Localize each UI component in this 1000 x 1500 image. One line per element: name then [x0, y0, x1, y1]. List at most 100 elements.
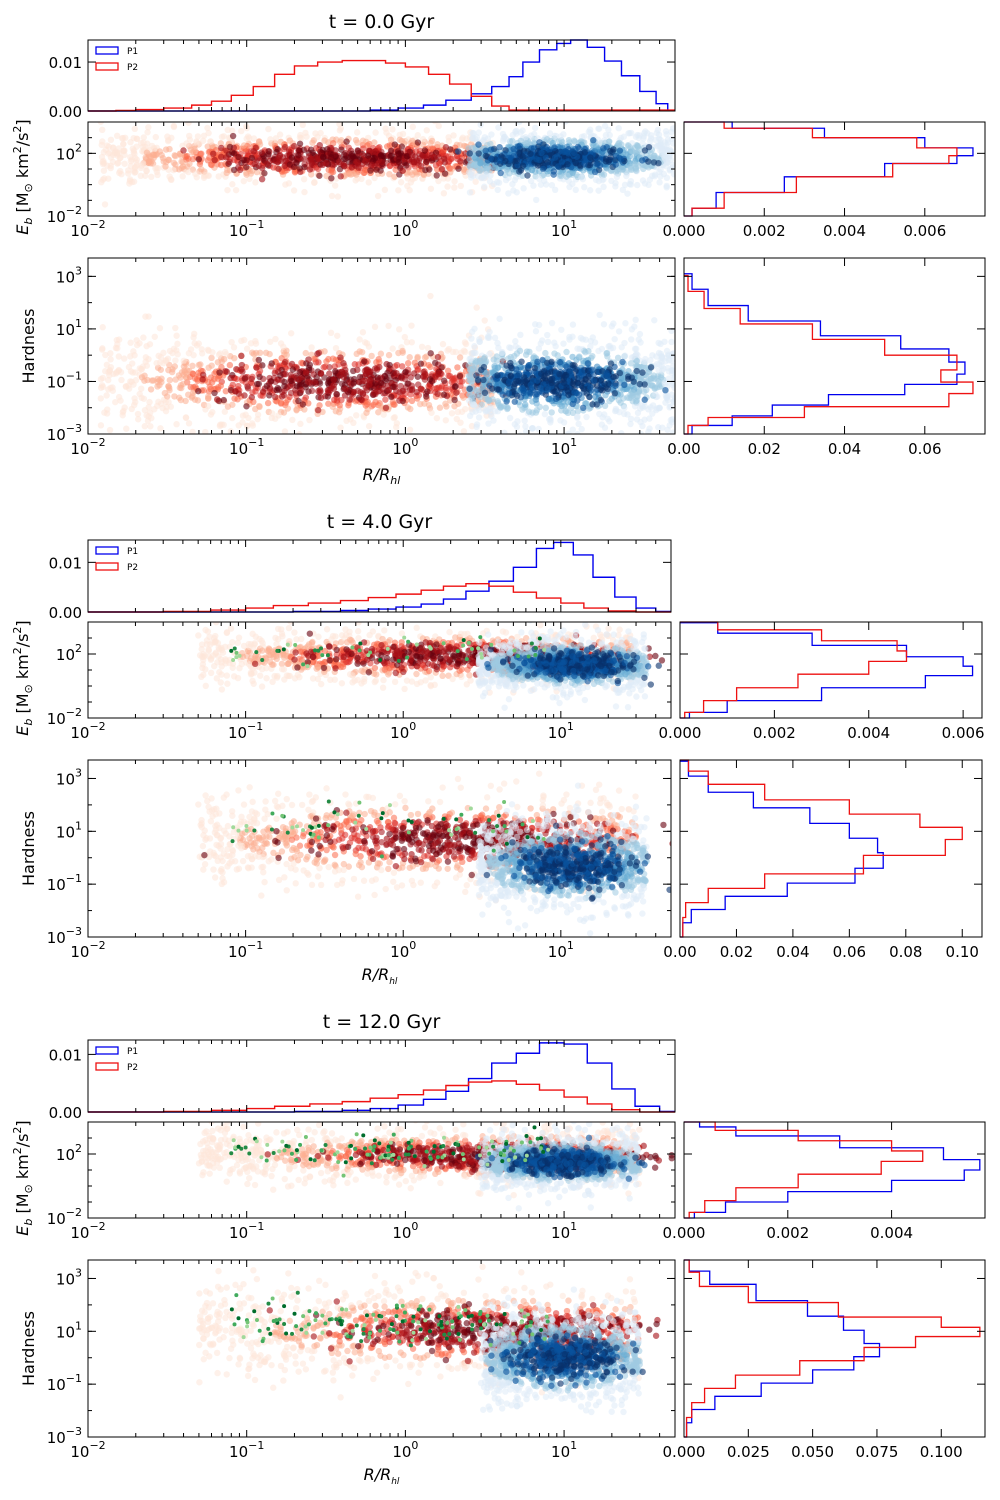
density-point: [311, 179, 318, 186]
density-core-point: [440, 391, 448, 398]
density-point: [192, 170, 199, 178]
density-core-point: [534, 358, 541, 366]
density-point: [528, 166, 536, 174]
density-core-point: [556, 371, 563, 378]
y-tick-label: 10−2: [47, 204, 82, 226]
x-tick-label: 0.004: [823, 222, 866, 240]
density-point: [522, 133, 529, 141]
density-core-point: [572, 160, 580, 167]
y-tick-label: 0.01: [49, 54, 82, 72]
density-point: [574, 430, 581, 434]
density-core-point: [555, 163, 562, 170]
density-core-point: [266, 392, 273, 399]
density-point: [99, 383, 107, 391]
density-point: [612, 179, 619, 187]
density-point: [147, 154, 154, 161]
density-point: [624, 411, 631, 418]
p2-density: [97, 292, 510, 434]
density-core-point: [227, 374, 234, 382]
density-point: [193, 342, 201, 349]
density-point: [655, 424, 662, 431]
density-point: [669, 140, 675, 147]
density-core-point: [510, 383, 518, 390]
density-point: [115, 353, 122, 360]
density-core-point: [368, 161, 376, 169]
density-point: [466, 189, 474, 196]
density-point: [669, 161, 675, 169]
density-core-point: [515, 377, 522, 385]
density-point: [606, 397, 613, 405]
density-point: [435, 122, 442, 130]
density-point: [428, 145, 435, 153]
density-core-point: [282, 370, 289, 378]
density-point: [469, 408, 476, 416]
density-point: [599, 177, 606, 184]
density-core-point: [328, 175, 335, 182]
y-tick-label: 101: [56, 317, 82, 339]
density-point: [522, 401, 529, 408]
density-core-point: [382, 404, 390, 412]
density-core-point: [243, 403, 250, 410]
density-point: [127, 139, 134, 146]
density-point: [611, 335, 618, 343]
density-point: [601, 402, 609, 410]
density-core-point: [551, 154, 559, 161]
density-point: [180, 363, 188, 370]
x-tick-label: 0.06: [908, 440, 941, 458]
density-core-point: [505, 390, 513, 397]
density-point: [485, 420, 492, 427]
density-core-point: [354, 366, 361, 374]
density-point: [653, 353, 660, 360]
density-point: [583, 413, 590, 421]
density-core-point: [575, 145, 583, 152]
density-core-point: [316, 172, 323, 179]
density-point: [118, 376, 125, 384]
density-point: [306, 416, 313, 424]
density-core-point: [377, 167, 384, 174]
density-core-point: [337, 354, 344, 361]
density-core-point: [279, 154, 287, 161]
density-point: [298, 359, 305, 367]
density-core-point: [259, 164, 266, 172]
p1-density: [465, 311, 675, 434]
density-core-point: [514, 392, 521, 400]
density-point: [545, 415, 553, 423]
density-core-point: [393, 369, 400, 377]
density-point: [418, 343, 426, 351]
density-point: [162, 398, 169, 406]
hardness-scatter-frame: [87, 257, 676, 435]
density-point: [481, 183, 488, 190]
density-point: [565, 430, 572, 434]
density-point: [272, 135, 280, 142]
density-point: [275, 412, 282, 419]
density-core-point: [544, 159, 551, 166]
density-point: [461, 405, 469, 413]
density-point: [530, 139, 538, 147]
density-point: [406, 426, 414, 433]
density-point: [621, 181, 629, 189]
density-point: [523, 348, 531, 355]
density-point: [183, 374, 190, 381]
density-point: [656, 142, 664, 149]
density-point: [356, 336, 363, 343]
density-core-point: [354, 147, 362, 155]
density-point: [621, 352, 629, 359]
density-core-point: [296, 140, 304, 147]
density-core-point: [374, 374, 381, 381]
density-point: [282, 181, 289, 188]
density-point: [578, 174, 585, 181]
density-point: [189, 393, 196, 400]
density-point: [169, 113, 175, 119]
density-point: [661, 338, 668, 345]
density-point: [522, 428, 530, 434]
density-core-point: [248, 375, 255, 383]
density-core-point: [274, 145, 281, 153]
density-point: [540, 122, 547, 125]
density-core-point: [435, 154, 442, 161]
density-point: [211, 370, 218, 377]
density-core-point: [621, 381, 628, 389]
density-point: [215, 351, 223, 358]
density-point: [385, 322, 392, 330]
density-core-point: [539, 165, 547, 173]
density-core-point: [548, 358, 555, 366]
